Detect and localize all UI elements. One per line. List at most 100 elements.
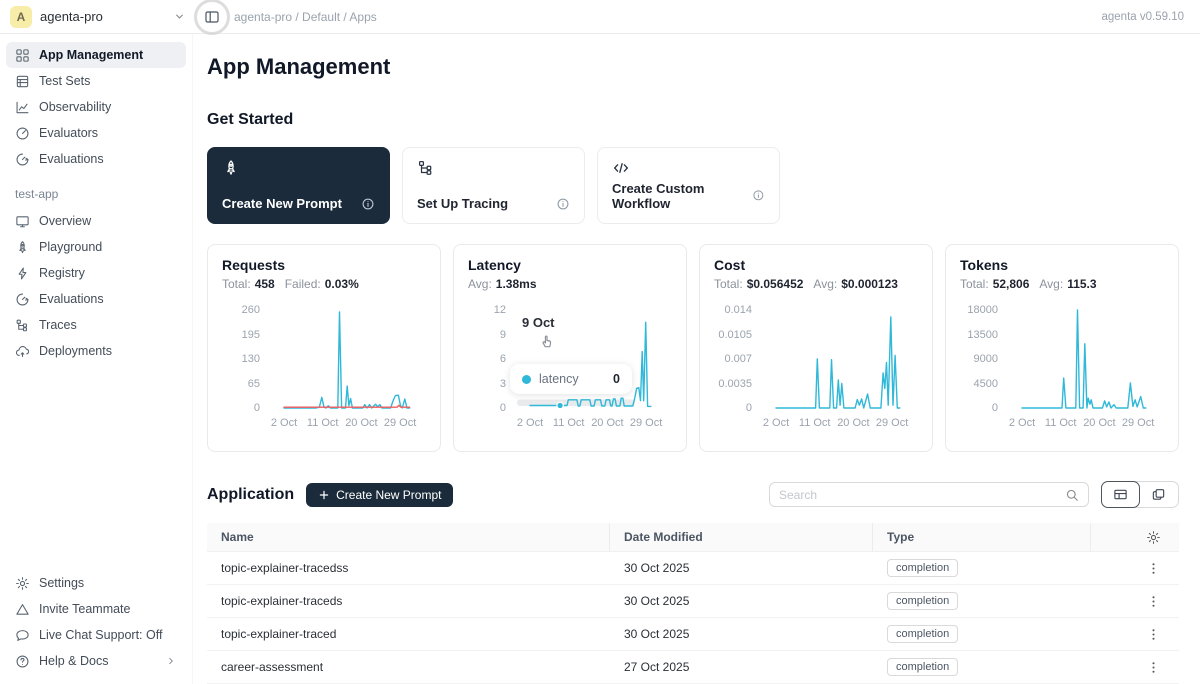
column-header-date-modified[interactable]: Date Modified	[610, 523, 873, 551]
search-icon[interactable]	[1065, 488, 1079, 502]
sidebar-section-title: test-app	[15, 187, 177, 201]
sidebar-item-label: Overview	[39, 214, 91, 228]
applications-table: Name Date Modified Type topic-explainer-…	[207, 523, 1179, 684]
sidebar-item-evaluations[interactable]: Evaluations	[6, 286, 186, 312]
y-axis-tick: 4500	[960, 378, 998, 390]
grid-icon	[15, 48, 30, 63]
series-dot	[522, 375, 531, 384]
x-axis-tick: 20 Oct	[591, 417, 623, 429]
sidebar-item-invite-teammate[interactable]: Invite Teammate	[6, 596, 186, 622]
line-chart	[1006, 304, 1168, 414]
app-name-cell: topic-explainer-traced	[207, 627, 610, 641]
chart-title: Tokens	[960, 257, 1164, 273]
y-axis-tick: 0	[960, 402, 998, 414]
sidebar-item-app-management[interactable]: App Management	[6, 42, 186, 68]
sidebar-item-label: App Management	[39, 48, 143, 62]
y-axis-tick: 0.014	[714, 304, 752, 316]
column-header-type[interactable]: Type	[873, 523, 1091, 551]
gear-icon	[1146, 530, 1161, 545]
search-input[interactable]	[779, 488, 1059, 502]
tokens-plot: 04500900013500180002 Oct11 Oct20 Oct29 O…	[960, 304, 1164, 434]
active-point-marker	[557, 402, 563, 408]
gear-icon	[15, 576, 30, 591]
set-up-tracing-card[interactable]: Set Up Tracing	[402, 147, 585, 224]
button-label: Create New Prompt	[336, 488, 441, 502]
create-new-prompt-card[interactable]: Create New Prompt	[207, 147, 390, 224]
app-version: agenta v0.59.10	[1102, 11, 1185, 23]
app-name-cell: topic-explainer-tracedss	[207, 561, 610, 575]
sidebar-item-evaluators[interactable]: Evaluators	[6, 120, 186, 146]
stat-value: 1.38ms	[496, 277, 537, 291]
more-actions-icon[interactable]	[1146, 660, 1161, 675]
info-icon[interactable]	[556, 197, 570, 211]
sidebar-item-traces[interactable]: Traces	[6, 312, 186, 338]
stat-label: Total:	[714, 277, 743, 291]
table-row[interactable]: topic-explainer-traced30 Oct 2025complet…	[207, 618, 1179, 651]
column-header-name[interactable]: Name	[207, 523, 610, 551]
stat-value: 0.03%	[325, 277, 359, 291]
monitor-icon	[15, 214, 30, 229]
cost-chart-card: Cost Total:$0.056452Avg:$0.000123 00.003…	[699, 244, 933, 452]
sidebar-item-label: Evaluations	[39, 292, 104, 306]
requests-plot: 0651301952602 Oct11 Oct20 Oct29 Oct	[222, 304, 426, 434]
more-actions-icon[interactable]	[1146, 561, 1161, 576]
card-view-button[interactable]	[1139, 482, 1178, 507]
workspace-selector[interactable]: A agenta-pro	[10, 6, 186, 28]
sidebar-item-overview[interactable]: Overview	[6, 208, 186, 234]
chart-title: Cost	[714, 257, 918, 273]
y-axis-tick: 0.0105	[714, 329, 752, 341]
table-row[interactable]: topic-explainer-tracedss30 Oct 2025compl…	[207, 552, 1179, 585]
card-label: Create Custom Workflow	[612, 181, 752, 211]
column-settings[interactable]	[1091, 523, 1179, 551]
y-axis-tick: 12	[468, 304, 506, 316]
sidebar-item-observability[interactable]: Observability	[6, 94, 186, 120]
sidebar-item-evaluations[interactable]: Evaluations	[6, 146, 186, 172]
y-axis-tick: 9000	[960, 353, 998, 365]
info-icon[interactable]	[361, 197, 375, 211]
y-axis-tick: 3	[468, 378, 506, 390]
more-actions-icon[interactable]	[1146, 594, 1161, 609]
sidebar-section: test-app Overview Playground Registry Evalua…	[6, 172, 186, 364]
x-axis-tick: 29 Oct	[384, 417, 416, 429]
date-modified-cell: 30 Oct 2025	[610, 627, 873, 641]
x-axis-tick: 2 Oct	[271, 417, 297, 429]
row-actions-cell	[1091, 594, 1179, 609]
cost-plot: 00.00350.0070.01050.0142 Oct11 Oct20 Oct…	[714, 304, 918, 434]
date-modified-cell: 30 Oct 2025	[610, 594, 873, 608]
sidebar-item-live-chat-support-off[interactable]: Live Chat Support: Off	[6, 622, 186, 648]
sidebar-item-test-sets[interactable]: Test Sets	[6, 68, 186, 94]
table-row[interactable]: topic-explainer-traceds30 Oct 2025comple…	[207, 585, 1179, 618]
sidebar-item-deployments[interactable]: Deployments	[6, 338, 186, 364]
stat-value: $0.056452	[747, 277, 804, 291]
sidebar-section: App Management Test Sets Observability Eval…	[6, 42, 186, 172]
chart-stats: Total:458Failed:0.03%	[222, 277, 426, 291]
sidebar-item-registry[interactable]: Registry	[6, 260, 186, 286]
card-view-icon	[1151, 487, 1166, 502]
sidebar-item-help-docs[interactable]: Help & Docs	[6, 648, 186, 674]
sidebar-item-label: Observability	[39, 100, 111, 114]
x-axis-tick: 29 Oct	[876, 417, 908, 429]
chart-title: Latency	[468, 257, 672, 273]
more-actions-icon[interactable]	[1146, 627, 1161, 642]
y-axis-tick: 0	[468, 402, 506, 414]
tooltip-series-name: latency	[539, 372, 579, 386]
sidebar-item-playground[interactable]: Playground	[6, 234, 186, 260]
sidebar-nav: App Management Test Sets Observability Eval…	[0, 34, 193, 684]
x-axis-tick: 20 Oct	[1083, 417, 1115, 429]
table-row[interactable]: career-assessment27 Oct 2025completion	[207, 651, 1179, 684]
chart-icon	[15, 100, 30, 115]
y-axis-tick: 65	[222, 378, 260, 390]
stat-label: Avg:	[1039, 277, 1063, 291]
cloud-icon	[15, 344, 30, 359]
sidebar-item-settings[interactable]: Settings	[6, 570, 186, 596]
tooltip-date: 9 Oct	[522, 315, 555, 330]
sidebar-item-label: Registry	[39, 266, 85, 280]
y-axis-tick: 9	[468, 329, 506, 341]
info-icon[interactable]	[752, 189, 765, 203]
table-view-button[interactable]	[1101, 481, 1140, 508]
sidebar-toggle-button[interactable]	[200, 5, 224, 29]
create-new-prompt-button[interactable]: Create New Prompt	[306, 483, 453, 507]
hand-cursor-icon	[538, 332, 555, 349]
type-cell: completion	[873, 625, 1091, 643]
create-custom-workflow-card[interactable]: Create Custom Workflow	[597, 147, 780, 224]
